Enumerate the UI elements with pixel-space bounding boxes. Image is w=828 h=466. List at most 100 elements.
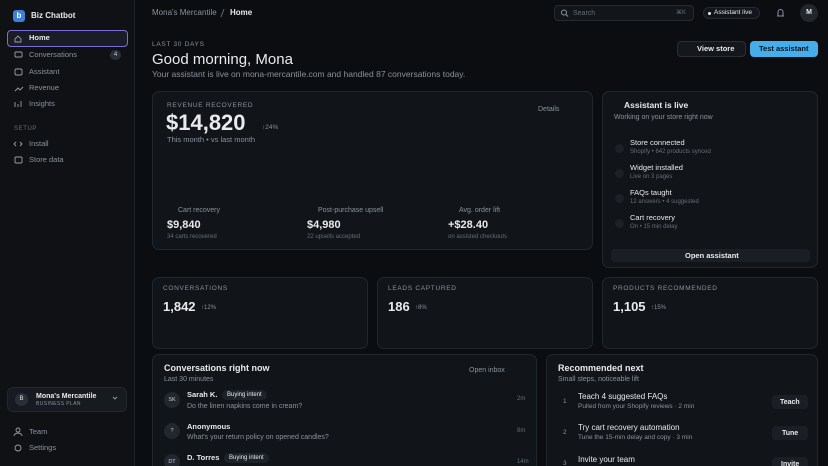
brand: Biz Chatbot <box>31 11 76 20</box>
period: This month • vs last month <box>167 135 256 145</box>
section-title: Recommended next <box>558 362 644 373</box>
open-inbox-link[interactable]: Open inbox <box>469 366 505 374</box>
card-label: REVENUE RECOVERED <box>167 101 254 109</box>
breadcrumb: Mona's Mercantile <box>152 8 217 17</box>
check-icon <box>615 169 624 178</box>
check-icon <box>615 144 624 153</box>
checklist-sub: Live on 3 pages <box>630 174 673 180</box>
test-assistant-button[interactable] <box>750 41 818 57</box>
metric-value: 1,105 <box>613 298 646 314</box>
checklist-title: Cart recovery <box>630 213 676 223</box>
action-button[interactable]: View store <box>697 44 735 54</box>
conversations-card <box>152 354 537 466</box>
stat-label: Cart recovery <box>178 206 221 214</box>
nav-item[interactable]: Store data <box>29 155 64 165</box>
action-button[interactable]: Tune <box>782 429 799 437</box>
eyebrow: LAST 30 DAYS <box>152 40 205 48</box>
workspace-plan: BUSINESS PLAN <box>36 400 81 407</box>
stat-value: $4,980 <box>307 218 341 231</box>
checklist-title: Store connected <box>630 138 685 148</box>
action-button[interactable] <box>772 395 808 409</box>
stat-label: Avg. order lift <box>459 206 501 214</box>
open-assistant-button[interactable] <box>611 249 810 262</box>
page-subtitle: Your assistant is live on mona-mercantil… <box>152 68 466 79</box>
details-link[interactable]: Details <box>538 105 560 113</box>
contact-name: Sarah K. <box>187 390 218 400</box>
stat-value: +$28.40 <box>448 218 489 231</box>
page-title: Good morning, Mona <box>152 50 293 68</box>
nav-item[interactable]: Install <box>29 139 49 149</box>
assistant-subtitle: Working on your store right now <box>614 113 713 121</box>
assistant-title: Assistant is live <box>624 99 689 110</box>
assistant-card <box>602 91 818 268</box>
action-button[interactable]: Invite <box>781 460 800 466</box>
step-title: Invite your team <box>578 455 635 464</box>
metric-value: 186 <box>388 298 410 314</box>
nav-item[interactable]: Settings <box>29 443 57 453</box>
revenue-value: $14,820 <box>166 110 246 135</box>
stat-label: Post-purchase upsell <box>318 206 384 214</box>
change: ↑15% <box>651 305 667 311</box>
checklist-title: FAQs taught <box>630 188 672 198</box>
revenue-card <box>152 91 593 250</box>
metric-value: 1,842 <box>163 298 196 314</box>
message: What's your return policy on opened cand… <box>187 433 329 441</box>
intent-pill <box>222 390 267 400</box>
section-subtitle: Last 30 minutes <box>164 375 214 383</box>
avatar: SK <box>164 392 180 408</box>
search-box[interactable] <box>554 5 694 21</box>
step-title: Try cart recovery automation <box>578 423 680 432</box>
workspace-name: Mona's Mercantile <box>36 392 97 400</box>
action-button[interactable] <box>772 457 808 466</box>
breadcrumb: Home <box>230 8 253 17</box>
contact-name: Anonymous <box>187 422 231 432</box>
open-assistant-button[interactable]: Open assistant <box>685 251 739 261</box>
section-title: Conversations right now <box>164 362 270 373</box>
action-button[interactable]: Test assistant <box>759 44 809 54</box>
intent-pill <box>224 453 269 463</box>
time: 2m <box>517 396 526 402</box>
nav-active[interactable] <box>7 30 128 47</box>
nav-item[interactable]: Team <box>29 427 48 437</box>
step-sub: Pulled from your Shopify reviews · 2 min <box>578 402 695 410</box>
workspace-card[interactable] <box>7 387 127 412</box>
view-store-button[interactable] <box>677 41 746 57</box>
stat-sub: on assisted checkouts <box>448 234 508 240</box>
time: 8m <box>517 428 526 434</box>
checklist-title: Widget installed <box>630 163 683 173</box>
nav-item[interactable]: Revenue <box>29 83 60 93</box>
metric-card <box>377 277 593 349</box>
step-number: 1 <box>563 397 567 405</box>
status-pill <box>703 7 760 19</box>
metric-card <box>152 277 368 349</box>
section-heading: SETUP <box>14 126 38 132</box>
stat-value: $9,840 <box>167 218 201 231</box>
metric-label: PRODUCTS RECOMMENDED <box>613 284 718 292</box>
avatar[interactable]: M <box>800 4 818 22</box>
nav-item[interactable]: Conversations <box>29 50 77 60</box>
nav-item[interactable]: Insights <box>29 99 55 109</box>
check-icon <box>615 194 624 203</box>
shortcut: ⌘K <box>676 10 687 16</box>
intent-tag: Buying intent <box>229 455 264 461</box>
change: ↑24% <box>262 123 279 131</box>
change: ↑12% <box>201 305 217 311</box>
contact-name: D. Torres <box>187 453 220 463</box>
checklist-sub: On • 15 min delay <box>630 224 678 230</box>
time: 14m <box>517 459 529 465</box>
avatar: ? <box>164 423 180 439</box>
stat-sub: 22 upsells accepted <box>307 234 361 240</box>
intent-tag: Buying intent <box>227 392 262 398</box>
metric-card <box>602 277 818 349</box>
nav-item[interactable]: Assistant <box>29 67 60 77</box>
checklist-sub: Shopify • 642 products synced <box>630 149 711 155</box>
action-button[interactable]: Teach <box>780 398 800 406</box>
stat-sub: 34 carts recovered <box>167 234 217 240</box>
step-sub: Tune the 15-min delay and copy · 3 min <box>578 433 693 441</box>
workspace-initial: B <box>15 393 28 406</box>
nav-item[interactable]: Home <box>29 33 50 43</box>
message: Do the linen napkins come in cream? <box>187 402 303 410</box>
search-placeholder: Search <box>573 9 596 17</box>
action-button[interactable] <box>772 426 808 440</box>
